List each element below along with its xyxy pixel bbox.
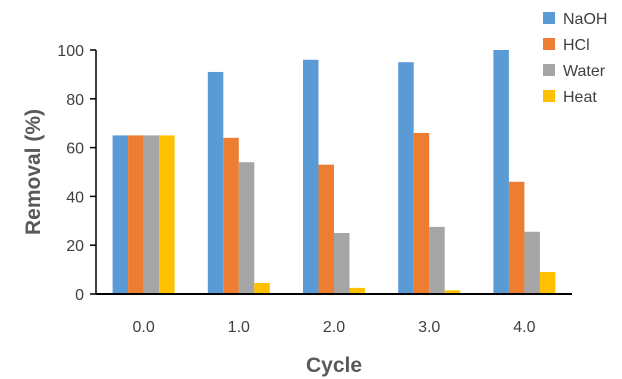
bar-naoh-3.0 [398, 62, 414, 295]
axes-group [95, 50, 572, 295]
legend-swatch-hcl [543, 38, 555, 50]
x-ticks-group: 0.0 1.0 2.0 3.0 4.0 [132, 319, 535, 336]
y-tick-label: 60 [66, 141, 84, 158]
bar-naoh-1.0 [207, 71, 224, 295]
bar-heat-3.0 [444, 290, 461, 294]
bar-heat-4.0 [539, 272, 556, 294]
x-tick-label: 2.0 [323, 319, 345, 336]
bar-hcl-1.0 [223, 137, 239, 294]
bar-naoh-0.0 [112, 135, 129, 294]
legend-label-naoh: NaOH [563, 11, 607, 28]
bar-hcl-4.0 [508, 181, 525, 294]
legend-label-heat: Heat [563, 89, 597, 106]
bar-heat-0.0 [159, 135, 175, 294]
y-tick-label: 0 [75, 287, 84, 304]
bar-heat-2.0 [349, 287, 365, 294]
y-tick-label: 80 [66, 92, 84, 109]
bar-hcl-2.0 [318, 164, 334, 294]
legend-swatch-naoh [543, 12, 555, 24]
legend-swatch-heat [543, 90, 555, 102]
bar-water-0.0 [143, 135, 160, 294]
y-ticks-group: 0 20 40 60 80 100 [57, 43, 96, 304]
y-axis-title: Removal (%) [22, 109, 45, 235]
x-tick-label: 4.0 [513, 319, 535, 336]
bar-hcl-3.0 [413, 132, 430, 294]
x-tick-label: 3.0 [418, 319, 440, 336]
y-tick-label: 20 [66, 238, 84, 255]
y-tick-label: 100 [57, 43, 84, 60]
x-tick-label: 1.0 [228, 319, 250, 336]
bar-water-2.0 [334, 233, 350, 294]
bars-group [112, 50, 556, 295]
legend-swatch-water [543, 64, 555, 76]
bar-heat-1.0 [254, 283, 270, 294]
bar-hcl-0.0 [128, 135, 144, 294]
bar-water-1.0 [238, 162, 255, 294]
y-tick-label: 40 [66, 189, 84, 206]
legend: NaOH HCl Water Heat [543, 11, 607, 106]
x-axis-title: Cycle [306, 354, 362, 377]
bar-water-4.0 [524, 231, 540, 294]
bar-water-3.0 [429, 226, 445, 294]
legend-label-water: Water [563, 63, 606, 80]
x-tick-label: 0.0 [132, 319, 154, 336]
bar-naoh-4.0 [493, 50, 509, 294]
bar-naoh-2.0 [303, 59, 319, 295]
legend-label-hcl: HCl [563, 37, 590, 54]
